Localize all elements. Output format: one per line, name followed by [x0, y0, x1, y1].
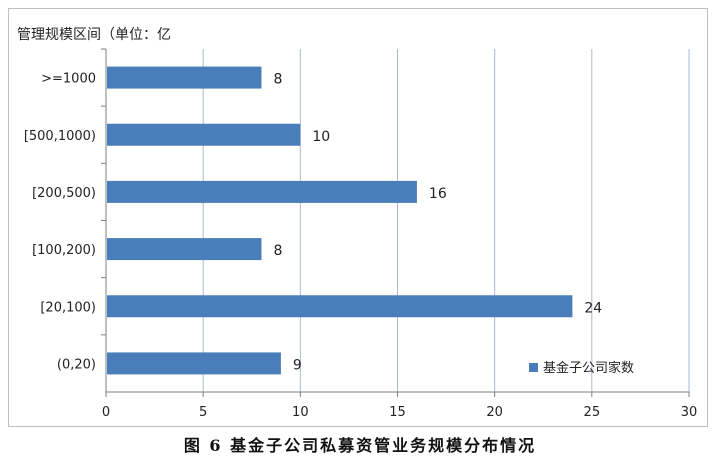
category-label: [100,200): [32, 243, 96, 258]
axes: [101, 48, 690, 397]
data-label: 10: [312, 129, 330, 145]
bar-chart: 0 5 10 15 20 25 30 >=1000 8 [500,1000) 10 [200,500)…: [17, 27, 697, 420]
bar: [107, 238, 262, 261]
bar: [107, 123, 301, 146]
x-tick-label: 0: [102, 405, 110, 420]
x-tick-label: 30: [681, 405, 698, 420]
category-label: >=1000: [41, 72, 96, 87]
category-label: [20,100): [40, 300, 96, 315]
x-tick-label: 10: [292, 405, 309, 420]
bar: [107, 180, 417, 203]
legend-swatch: [529, 363, 538, 372]
legend-label: 基金子公司家数: [543, 360, 634, 376]
category-label: [200,500): [32, 186, 96, 201]
legend: 基金子公司家数: [529, 360, 634, 376]
x-tick-label: 15: [389, 405, 406, 420]
category-label: [500,1000): [24, 129, 96, 144]
bar: [107, 295, 573, 318]
category-label: (0,20): [57, 357, 96, 372]
bar: [107, 352, 281, 375]
figure-caption: 图 6 基金子公司私募资管业务规模分布情况: [183, 436, 537, 455]
data-label: 9: [293, 357, 302, 373]
data-label: 16: [429, 186, 447, 202]
data-label: 8: [273, 243, 282, 259]
chart-frame: 0 5 10 15 20 25 30 >=1000 8 [500,1000) 10 [200,500)…: [8, 8, 708, 427]
bar: [107, 66, 262, 89]
x-tick-label: 20: [486, 405, 503, 420]
x-tick-label: 5: [199, 405, 207, 420]
x-tick-label: 25: [584, 405, 601, 420]
bars: [107, 66, 573, 375]
data-label: 24: [584, 300, 602, 316]
data-label: 8: [273, 72, 282, 88]
y-axis-title: 管理规模区间（单位：亿: [17, 27, 171, 43]
labels: 0 5 10 15 20 25 30 >=1000 8 [500,1000) 10 [200,500)…: [24, 72, 697, 420]
gridlines: [202, 49, 690, 392]
